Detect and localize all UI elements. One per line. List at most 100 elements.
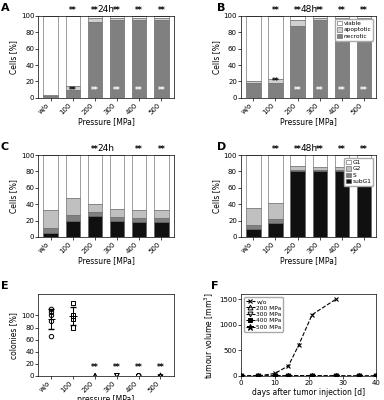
- Bar: [43, 210, 58, 228]
- Text: **: **: [113, 363, 121, 372]
- 400 MPa: [310, 374, 314, 378]
- Bar: [43, 96, 58, 98]
- Bar: [335, 167, 349, 170]
- Point: [92, 372, 98, 379]
- Text: E: E: [0, 281, 8, 291]
- Bar: [357, 16, 371, 18]
- Bar: [313, 18, 327, 20]
- Bar: [110, 16, 124, 18]
- Bar: [268, 83, 283, 98]
- Text: **: **: [113, 6, 121, 15]
- Text: **: **: [271, 145, 280, 154]
- Text: D: D: [217, 142, 226, 152]
- Legend: w/o, 200 MPa, 300 MPa, 400 MPa, 500 MPa: w/o, 200 MPa, 300 MPa, 400 MPa, 500 MPa: [244, 297, 283, 332]
- Bar: [268, 16, 283, 79]
- Bar: [110, 18, 124, 20]
- Y-axis label: Cells [%]: Cells [%]: [9, 40, 18, 74]
- Bar: [357, 20, 371, 98]
- Text: **: **: [91, 86, 99, 94]
- Title: 24h: 24h: [98, 144, 114, 153]
- 400 MPa: [239, 374, 243, 378]
- 200 MPa: [286, 373, 291, 378]
- Bar: [154, 218, 169, 222]
- Bar: [335, 172, 349, 237]
- Text: **: **: [157, 86, 165, 94]
- w/o: [256, 374, 260, 378]
- Bar: [132, 155, 146, 210]
- Title: 48h: 48h: [300, 5, 317, 14]
- 500 MPa: [256, 374, 260, 378]
- Text: **: **: [360, 6, 368, 15]
- Legend: G1, G2, S, subG1: G1, G2, S, subG1: [344, 158, 373, 186]
- Text: **: **: [294, 145, 301, 154]
- Bar: [110, 217, 124, 221]
- Text: **: **: [360, 86, 368, 94]
- Bar: [43, 233, 58, 237]
- 500 MPa: [286, 374, 291, 378]
- Bar: [335, 18, 349, 20]
- Bar: [43, 16, 58, 95]
- X-axis label: Pressure [MPa]: Pressure [MPa]: [280, 117, 337, 126]
- Bar: [313, 155, 327, 167]
- Legend: viable, apoptotic, necrotic: viable, apoptotic, necrotic: [335, 19, 373, 40]
- Point: [92, 372, 98, 379]
- Bar: [357, 18, 371, 20]
- Text: **: **: [157, 145, 165, 154]
- Bar: [246, 81, 260, 83]
- Point: [157, 372, 164, 379]
- Bar: [66, 16, 80, 86]
- Bar: [110, 221, 124, 237]
- Point: [70, 300, 76, 306]
- 500 MPa: [333, 374, 338, 378]
- Bar: [246, 229, 260, 237]
- Text: F: F: [212, 281, 219, 291]
- Text: **: **: [91, 363, 99, 372]
- 400 MPa: [273, 374, 277, 378]
- Bar: [335, 16, 349, 18]
- 200 MPa: [333, 374, 338, 378]
- Point: [136, 372, 142, 379]
- Line: 300 MPa: 300 MPa: [239, 374, 379, 378]
- Bar: [110, 155, 124, 209]
- Bar: [132, 222, 146, 237]
- Bar: [154, 16, 169, 18]
- Bar: [290, 16, 305, 20]
- 400 MPa: [333, 374, 338, 378]
- 400 MPa: [374, 374, 379, 378]
- 300 MPa: [374, 374, 379, 378]
- Bar: [43, 155, 58, 210]
- Bar: [246, 208, 260, 225]
- Bar: [290, 170, 305, 172]
- Point: [136, 372, 142, 379]
- Bar: [313, 167, 327, 170]
- Bar: [154, 18, 169, 20]
- 300 MPa: [286, 374, 291, 378]
- Text: **: **: [157, 6, 165, 15]
- Text: **: **: [91, 6, 99, 15]
- Bar: [290, 155, 305, 166]
- Bar: [154, 210, 169, 218]
- Text: **: **: [69, 6, 77, 15]
- Bar: [268, 223, 283, 237]
- Bar: [357, 170, 371, 172]
- Text: A: A: [0, 3, 9, 13]
- Text: **: **: [157, 363, 164, 372]
- Bar: [154, 222, 169, 237]
- Text: **: **: [113, 86, 121, 94]
- Bar: [335, 170, 349, 172]
- Text: **: **: [135, 363, 142, 372]
- X-axis label: Pressure [MPa]: Pressure [MPa]: [78, 256, 134, 265]
- Bar: [268, 155, 283, 202]
- Bar: [313, 20, 327, 98]
- 300 MPa: [239, 374, 243, 378]
- Bar: [290, 20, 305, 26]
- Bar: [88, 16, 102, 18]
- Text: **: **: [316, 6, 324, 15]
- Y-axis label: colonies [%]: colonies [%]: [9, 312, 18, 358]
- Text: **: **: [294, 6, 301, 15]
- 300 MPa: [256, 374, 260, 378]
- Point: [48, 318, 55, 325]
- Line: 500 MPa: 500 MPa: [238, 373, 379, 379]
- 400 MPa: [286, 374, 291, 378]
- Text: **: **: [135, 6, 143, 15]
